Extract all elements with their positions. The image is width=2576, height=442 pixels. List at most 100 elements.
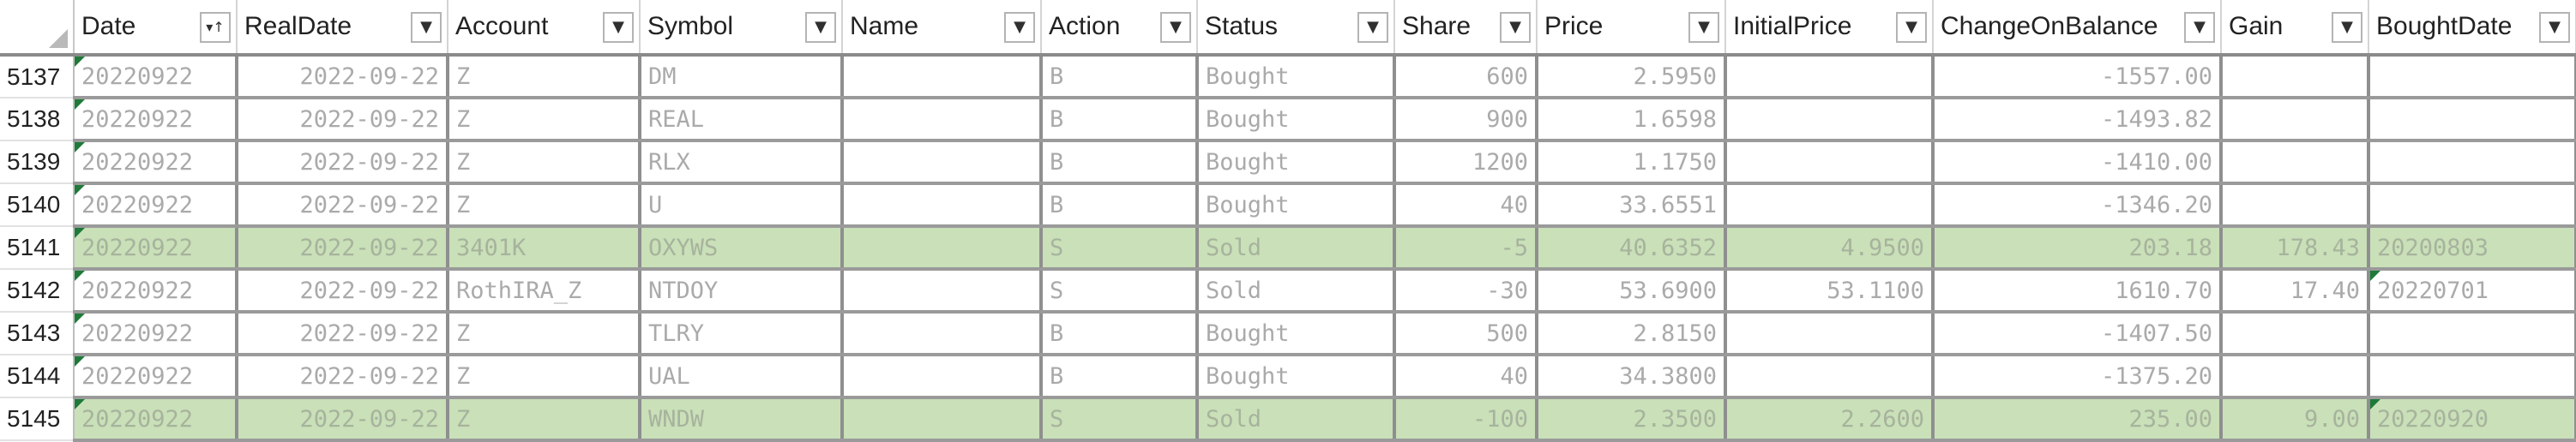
cell-price[interactable]: 34.3800: [1537, 355, 1727, 399]
cell-name[interactable]: [842, 55, 1043, 99]
cell-account[interactable]: Z: [448, 397, 641, 442]
cell-action[interactable]: S: [1041, 226, 1199, 271]
column-header-name[interactable]: Name ▼: [842, 0, 1042, 57]
cell-date[interactable]: 20220922: [74, 312, 238, 356]
cell-status[interactable]: Bought: [1197, 98, 1396, 142]
cell-gain[interactable]: 17.40: [2221, 269, 2370, 314]
dropdown-arrow-icon[interactable]: ▼: [1160, 12, 1191, 43]
row-header[interactable]: 5140: [0, 183, 75, 227]
row-header[interactable]: 5143: [0, 312, 75, 355]
dropdown-arrow-icon[interactable]: ▼: [2184, 12, 2215, 43]
cell-initialprice[interactable]: [1725, 98, 1935, 142]
column-header-account[interactable]: Account ▼: [448, 0, 641, 57]
cell-realdate[interactable]: 2022-09-22: [237, 355, 449, 399]
cell-action[interactable]: S: [1041, 397, 1199, 442]
cell-account[interactable]: Z: [448, 183, 641, 228]
column-header-action[interactable]: Action ▼: [1041, 0, 1198, 57]
cell-status[interactable]: Bought: [1197, 55, 1396, 99]
cell-status[interactable]: Bought: [1197, 312, 1396, 356]
cell-share[interactable]: 40: [1394, 355, 1538, 399]
cell-boughtdate[interactable]: [2368, 183, 2576, 228]
row-header[interactable]: 5139: [0, 140, 75, 184]
cell-share[interactable]: -100: [1394, 397, 1538, 442]
cell-price[interactable]: 2.8150: [1537, 312, 1727, 356]
cell-initialprice[interactable]: [1725, 140, 1935, 185]
cell-share[interactable]: -30: [1394, 269, 1538, 314]
cell-date[interactable]: 20220922: [74, 269, 238, 314]
cell-changeonbalance[interactable]: -1493.82: [1933, 98, 2223, 142]
cell-gain[interactable]: [2221, 140, 2370, 185]
cell-account[interactable]: RothIRA_Z: [448, 269, 641, 314]
dropdown-arrow-icon[interactable]: ▼: [1896, 12, 1927, 43]
cell-status[interactable]: Bought: [1197, 355, 1396, 399]
cell-action[interactable]: S: [1041, 269, 1199, 314]
cell-account[interactable]: Z: [448, 355, 641, 399]
column-header-price[interactable]: Price ▼: [1537, 0, 1726, 57]
cell-date[interactable]: 20220922: [74, 226, 238, 271]
cell-symbol[interactable]: NTDOY: [640, 269, 844, 314]
cell-symbol[interactable]: REAL: [640, 98, 844, 142]
cell-price[interactable]: 1.6598: [1537, 98, 1727, 142]
cell-date[interactable]: 20220922: [74, 98, 238, 142]
cell-initialprice[interactable]: 4.9500: [1725, 226, 1935, 271]
cell-realdate[interactable]: 2022-09-22: [237, 183, 449, 228]
cell-changeonbalance[interactable]: -1346.20: [1933, 183, 2223, 228]
cell-share[interactable]: -5: [1394, 226, 1538, 271]
cell-price[interactable]: 53.6900: [1537, 269, 1727, 314]
cell-action[interactable]: B: [1041, 312, 1199, 356]
cell-action[interactable]: B: [1041, 183, 1199, 228]
dropdown-arrow-icon[interactable]: ▼: [2539, 12, 2570, 43]
cell-name[interactable]: [842, 183, 1043, 228]
dropdown-arrow-icon[interactable]: ▼: [1357, 12, 1388, 43]
cell-price[interactable]: 2.5950: [1537, 55, 1727, 99]
row-header[interactable]: 5144: [0, 355, 75, 398]
cell-status[interactable]: Bought: [1197, 183, 1396, 228]
cell-name[interactable]: [842, 98, 1043, 142]
cell-symbol[interactable]: OXYWS: [640, 226, 844, 271]
cell-action[interactable]: B: [1041, 55, 1199, 99]
row-header[interactable]: 5137: [0, 55, 75, 99]
cell-initialprice[interactable]: 2.2600: [1725, 397, 1935, 442]
cell-initialprice[interactable]: [1725, 355, 1935, 399]
cell-changeonbalance[interactable]: -1410.00: [1933, 140, 2223, 185]
cell-share[interactable]: 500: [1394, 312, 1538, 356]
cell-account[interactable]: Z: [448, 98, 641, 142]
cell-changeonbalance[interactable]: 1610.70: [1933, 269, 2223, 314]
cell-realdate[interactable]: 2022-09-22: [237, 55, 449, 99]
cell-date[interactable]: 20220922: [74, 397, 238, 442]
cell-initialprice[interactable]: [1725, 312, 1935, 356]
cell-gain[interactable]: [2221, 98, 2370, 142]
cell-boughtdate[interactable]: 20220920: [2368, 397, 2576, 442]
cell-symbol[interactable]: UAL: [640, 355, 844, 399]
cell-boughtdate[interactable]: 20200803: [2368, 226, 2576, 271]
cell-boughtdate[interactable]: [2368, 55, 2576, 99]
cell-status[interactable]: Sold: [1197, 226, 1396, 271]
cell-price[interactable]: 33.6551: [1537, 183, 1727, 228]
cell-share[interactable]: 600: [1394, 55, 1538, 99]
cell-changeonbalance[interactable]: 235.00: [1933, 397, 2223, 442]
cell-account[interactable]: Z: [448, 55, 641, 99]
cell-action[interactable]: B: [1041, 98, 1199, 142]
cell-symbol[interactable]: U: [640, 183, 844, 228]
dropdown-arrow-icon[interactable]: ▼: [2332, 12, 2362, 43]
column-header-boughtdate[interactable]: BoughtDate ▼: [2368, 0, 2576, 57]
cell-date[interactable]: 20220922: [74, 140, 238, 185]
dropdown-arrow-icon[interactable]: ▼: [603, 12, 634, 43]
cell-initialprice[interactable]: 53.1100: [1725, 269, 1935, 314]
cell-changeonbalance[interactable]: -1375.20: [1933, 355, 2223, 399]
cell-changeonbalance[interactable]: -1407.50: [1933, 312, 2223, 356]
column-header-gain[interactable]: Gain ▼: [2221, 0, 2369, 57]
cell-price[interactable]: 40.6352: [1537, 226, 1727, 271]
cell-symbol[interactable]: RLX: [640, 140, 844, 185]
cell-status[interactable]: Sold: [1197, 269, 1396, 314]
dropdown-arrow-icon[interactable]: ▼: [1004, 12, 1035, 43]
cell-share[interactable]: 40: [1394, 183, 1538, 228]
cell-name[interactable]: [842, 312, 1043, 356]
cell-price[interactable]: 2.3500: [1537, 397, 1727, 442]
cell-boughtdate[interactable]: [2368, 98, 2576, 142]
cell-realdate[interactable]: 2022-09-22: [237, 140, 449, 185]
cell-status[interactable]: Sold: [1197, 397, 1396, 442]
cell-gain[interactable]: 9.00: [2221, 397, 2370, 442]
cell-gain[interactable]: [2221, 355, 2370, 399]
cell-realdate[interactable]: 2022-09-22: [237, 98, 449, 142]
